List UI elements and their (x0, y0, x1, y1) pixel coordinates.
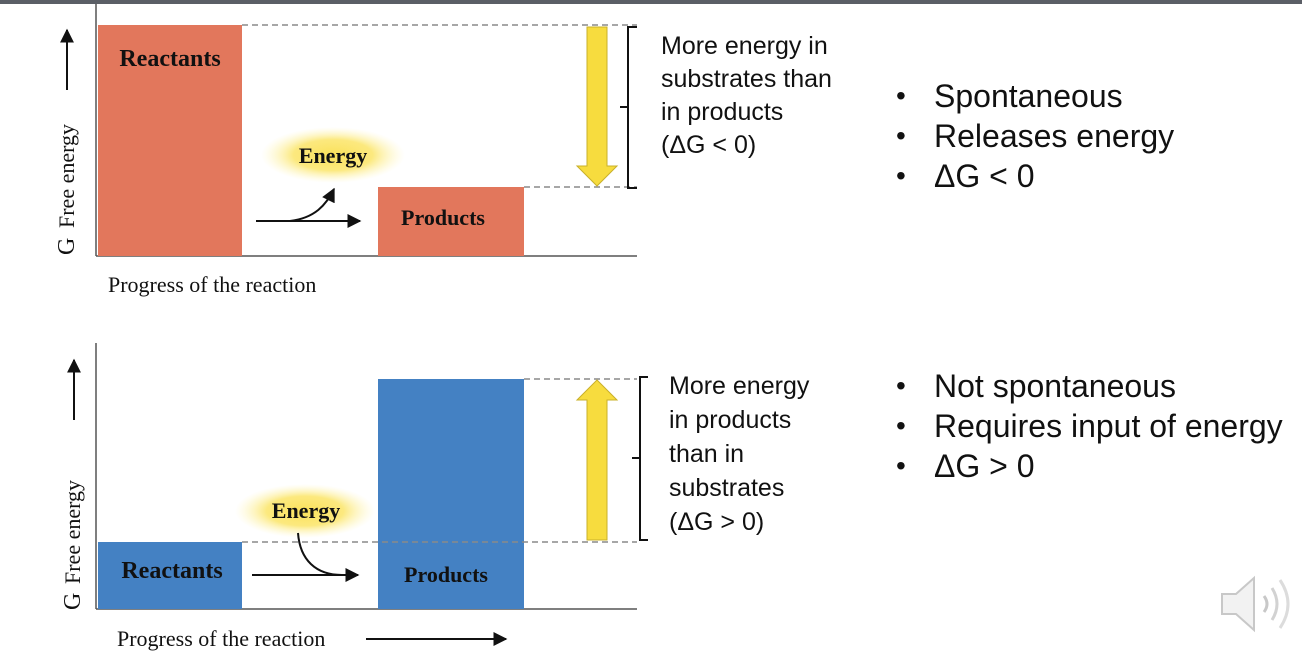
bullet-clip: Not spontaneous Requires input of energy… (896, 366, 1302, 496)
bullet-list-exergonic: Spontaneous Releases energy ΔG < 0 (896, 76, 1174, 196)
reactants-label: Reactants (121, 558, 222, 584)
products-label: Products (401, 205, 485, 230)
speaker-icon[interactable] (1218, 574, 1302, 634)
energy-release-arrow (289, 187, 335, 222)
annotation-line: substrates than (661, 65, 832, 93)
annotation-text-endergonic: More energy in products than in substrat… (669, 369, 809, 539)
reactants-label: Reactants (119, 46, 220, 72)
bullet-item: ΔG < 0 (896, 156, 1174, 196)
annotation-bracket (620, 26, 637, 189)
bullet-item: Releases energy (896, 116, 1174, 156)
reactants-bar (98, 25, 242, 256)
reactants-bar (98, 542, 242, 609)
products-bar (378, 187, 524, 256)
annotation-line: More energy in (661, 32, 828, 60)
panel-endergonic: Reactants Products Energy G Free energy … (60, 343, 648, 651)
annotation-bracket (632, 376, 648, 541)
x-axis-label: Progress of the reaction (117, 626, 325, 651)
energy-glow (235, 484, 375, 538)
bullet-item: Requires input of energy (896, 406, 1283, 446)
annotation-line: in products (661, 98, 784, 126)
products-label: Products (404, 562, 488, 587)
annotation-line: (ΔG < 0) (661, 131, 757, 159)
y-axis-symbol: G (60, 593, 86, 610)
bullet-item: Spontaneous (896, 76, 1174, 116)
annotation-line: than in (669, 440, 745, 468)
annotation-line: More energy (669, 372, 810, 400)
energy-glow (261, 127, 405, 183)
energy-decrease-arrow (575, 26, 619, 187)
energy-increase-arrow (575, 379, 619, 541)
bullet-list-endergonic: Not spontaneous Requires input of energy… (896, 366, 1283, 486)
annotation-text-exergonic: More energy in substrates than in produc… (661, 30, 832, 162)
annotation-line: in products (669, 406, 792, 434)
energy-label: Energy (299, 143, 367, 168)
energy-input-arrow (297, 532, 343, 576)
y-axis-label: Free energy (54, 124, 79, 228)
x-axis-label: Progress of the reaction (108, 272, 316, 297)
y-axis-label: Free energy (60, 480, 85, 584)
y-axis-symbol: G (54, 238, 80, 255)
bullet-item: Not spontaneous (896, 366, 1283, 406)
products-bar (378, 379, 524, 609)
bullet-item: ΔG > 0 (896, 446, 1283, 486)
energy-label: Energy (272, 498, 340, 523)
annotation-line: (ΔG > 0) (669, 508, 765, 536)
slide-top-bar (0, 0, 1302, 4)
annotation-line: substrates (669, 474, 785, 502)
panel-exergonic: Reactants Products Energy G Free energy … (54, 4, 637, 297)
